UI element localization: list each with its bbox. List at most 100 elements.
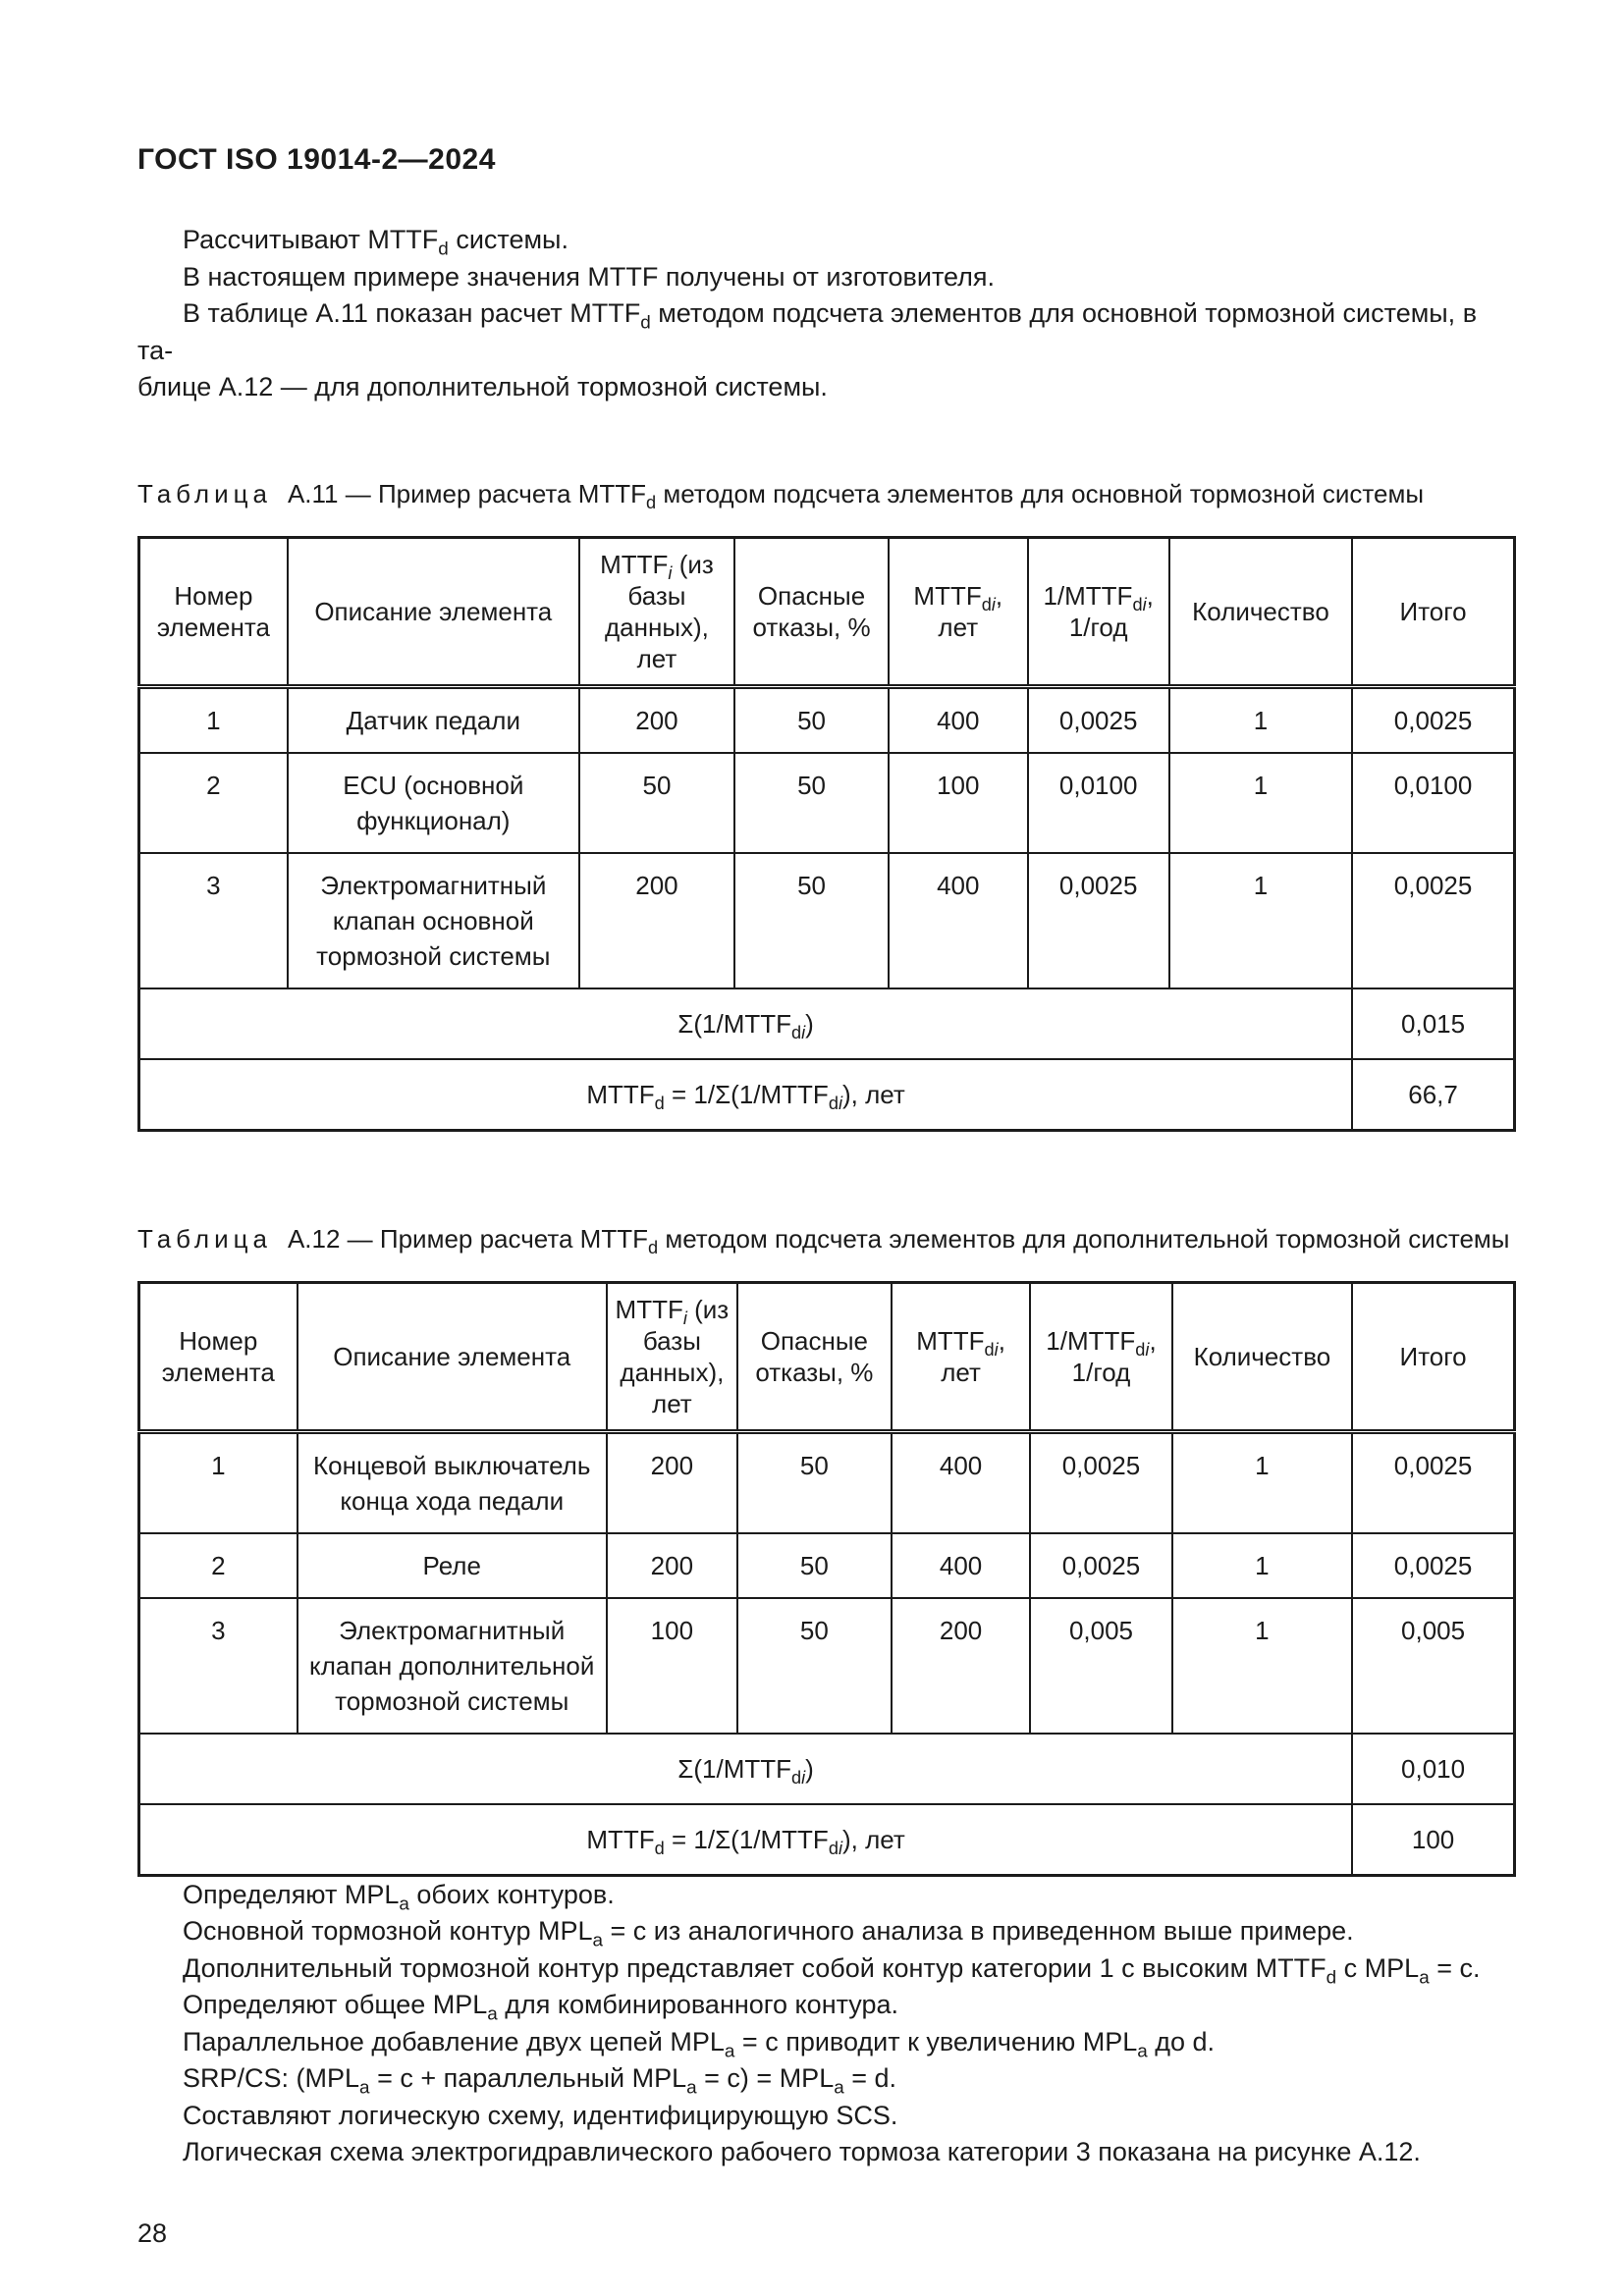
table-cell: 1 — [137, 1430, 298, 1534]
table-cell: 50 — [735, 1596, 893, 1735]
table-caption: Таблица А.11 — Пример расчета MTTFd метод… — [137, 478, 1425, 512]
column-header: 1/MTTFdi, 1/год — [1029, 1281, 1173, 1434]
table-cell: 0,0025 — [1351, 1430, 1516, 1534]
column-header: Описание элемента — [286, 536, 580, 689]
table-cell: 200 — [577, 685, 736, 754]
outro-line: Составляют логическую схему, идентифицир… — [183, 2100, 898, 2130]
outro-line: Параллельное добавление двух цепей MPLa … — [183, 2026, 1216, 2061]
table-cell: 0,0025 — [1351, 851, 1516, 989]
column-header: Количество — [1170, 1281, 1354, 1434]
table-cell: 1 — [1170, 1531, 1354, 1599]
outro-line: Основной тормозной контур MPLa = c из ан… — [183, 1916, 1354, 1951]
table-cell: 0,005 — [1029, 1596, 1173, 1735]
table-cell: Электромагнитный клапан дополнительной т… — [296, 1596, 608, 1735]
table-cell: 1 — [137, 685, 289, 754]
summary-value: 0,010 — [1351, 1732, 1516, 1805]
header-row: Номер элемента Описание элемента MTTFi (из… — [137, 536, 1516, 689]
summary-label: Σ(1/MTTFdi) — [137, 1732, 1354, 1805]
intro-line: блице А.12 — для дополнительной тормозно… — [137, 372, 828, 401]
table-cell: 0,0025 — [1026, 685, 1170, 754]
intro-line: В настоящем примере значения MTTF получе… — [183, 261, 996, 292]
table-row: 3 Электромагнитный клапан основной тормоз… — [137, 851, 1516, 989]
table-a11: Номер элемента Описание элемента MTTFi (из… — [137, 535, 1516, 1132]
table-cell: 200 — [577, 851, 736, 989]
summary-label: Σ(1/MTTFdi) — [137, 987, 1354, 1060]
table-cell: 100 — [888, 751, 1029, 854]
summary-row: MTTFd = 1/Σ(1/MTTFdi), лет 66,7 — [137, 1057, 1516, 1131]
table-cell: 0,0025 — [1351, 685, 1516, 754]
outro-line: Дополнительный тормозной контур представ… — [183, 1952, 1481, 1988]
intro-line: В таблице А.11 показан расчет MTTFd мето… — [137, 298, 1478, 365]
table-cell: 50 — [733, 685, 891, 754]
table-cell: 0,0100 — [1026, 751, 1170, 854]
page-number: 28 — [137, 2217, 168, 2248]
table-cell: Электромагнитный клапан основной тормозн… — [286, 851, 580, 989]
column-header: Итого — [1351, 536, 1516, 689]
table-cell: 0,0025 — [1029, 1430, 1173, 1534]
table-cell: 1 — [1167, 751, 1354, 854]
summary-value: 0,015 — [1351, 987, 1516, 1060]
table-cell: 1 — [1170, 1596, 1354, 1735]
header-row: Номер элемента Описание элемента MTTFi (из… — [137, 1281, 1516, 1434]
summary-label: MTTFd = 1/Σ(1/MTTFdi), лет — [137, 1057, 1354, 1131]
table-a12: Номер элемента Описание элемента MTTFi (из… — [137, 1280, 1516, 1877]
summary-value: 66,7 — [1351, 1057, 1516, 1131]
table-cell: 1 — [1167, 851, 1354, 989]
column-header: Номер элемента — [137, 1281, 298, 1434]
intro-line: Рассчитывают MTTFd системы. — [183, 225, 568, 260]
table-cell: 100 — [605, 1596, 738, 1735]
tables-container: Таблица А.11 — Пример расчета MTTFd метод… — [137, 477, 1516, 1877]
table-cell: 50 — [577, 751, 736, 854]
summary-row: Σ(1/MTTFdi) 0,015 — [137, 987, 1516, 1060]
outro-line: Определяют общее MPLa для комбинированно… — [183, 1990, 899, 2025]
table-cell: 200 — [890, 1596, 1032, 1735]
outro-paragraphs: Определяют MPLa обоих контуров. Основной … — [137, 1877, 1516, 2171]
column-header: MTTFi (из базы данных), лет — [605, 1281, 738, 1434]
outro-line: Логическая схема электрогидравлического … — [183, 2137, 1421, 2166]
table-cell: 1 — [1167, 685, 1354, 754]
table-row: 2 ECU (основной функционал) 50 50 100 0,0100 1… — [137, 751, 1516, 854]
column-header: MTTFdi, лет — [888, 536, 1029, 689]
table-cell: 400 — [888, 851, 1029, 989]
table-cell: 2 — [137, 751, 289, 854]
column-header: MTTFdi, лет — [890, 1281, 1032, 1434]
table-caption: Таблица А.12 — Пример расчета MTTFd метод… — [137, 1223, 1510, 1257]
outro-line: SRP/CS: (MPLa = c + параллельный MPLa = … — [183, 2063, 897, 2099]
table-cell: 3 — [137, 851, 289, 989]
table-cell: 50 — [735, 1430, 893, 1534]
column-header: Описание элемента — [296, 1281, 608, 1434]
table-row: 1 Концевой выключатель конца хода педали 2… — [137, 1430, 1516, 1534]
table-cell: 0,0025 — [1351, 1531, 1516, 1599]
table-cell: 2 — [137, 1531, 298, 1599]
page-title: ГОСТ ISO 19014-2—2024 — [137, 143, 496, 176]
column-header: Опасные отказы, % — [735, 1281, 893, 1434]
column-header: 1/MTTFdi, 1/год — [1026, 536, 1170, 689]
table-row: 2 Реле 200 50 400 0,0025 1 0,0025 — [137, 1531, 1516, 1599]
table-cell: 0,0025 — [1026, 851, 1170, 989]
table-row: 3 Электромагнитный клапан дополнительной … — [137, 1596, 1516, 1735]
table-cell: 50 — [733, 851, 891, 989]
table-cell: 200 — [605, 1430, 738, 1534]
table-cell: Датчик педали — [286, 685, 580, 754]
column-header: Опасные отказы, % — [733, 536, 891, 689]
summary-row: Σ(1/MTTFdi) 0,010 — [137, 1732, 1516, 1805]
column-header: Итого — [1351, 1281, 1516, 1434]
table-cell: 400 — [890, 1430, 1032, 1534]
table-cell: 3 — [137, 1596, 298, 1735]
table-cell: 0,0025 — [1029, 1531, 1173, 1599]
table-cell: 0,005 — [1351, 1596, 1516, 1735]
table-cell: 50 — [733, 751, 891, 854]
table-cell: 1 — [1170, 1430, 1354, 1534]
column-header: Количество — [1167, 536, 1354, 689]
outro-line: Определяют MPLa обоих контуров. — [183, 1879, 615, 1914]
column-header: Номер элемента — [137, 536, 289, 689]
column-header: MTTFi (из базы данных), лет — [577, 536, 736, 689]
table-cell: 50 — [735, 1531, 893, 1599]
summary-label: MTTFd = 1/Σ(1/MTTFdi), лет — [137, 1802, 1354, 1876]
table-cell: ECU (основной функционал) — [286, 751, 580, 854]
table-cell: Концевой выключатель конца хода педали — [296, 1430, 608, 1534]
summary-row: MTTFd = 1/Σ(1/MTTFdi), лет 100 — [137, 1802, 1516, 1876]
table-cell: 200 — [605, 1531, 738, 1599]
summary-value: 100 — [1351, 1802, 1516, 1876]
